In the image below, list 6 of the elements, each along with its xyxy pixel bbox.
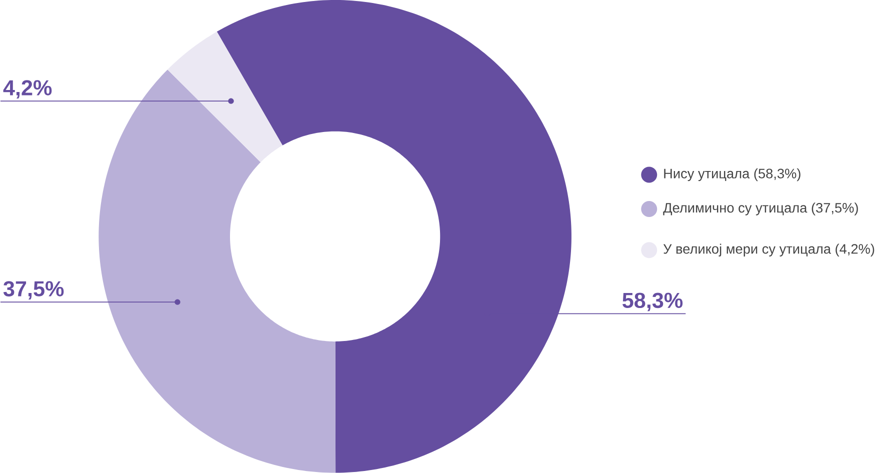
- legend-label: Нису утицала (58,3%): [664, 168, 800, 182]
- data-label: 4,2%: [3, 80, 52, 99]
- legend-label: Делимично су утицала (37,5%): [663, 202, 858, 216]
- data-label: 58,3%: [622, 292, 683, 312]
- legend-label: У великој мери су утицала (4,2%): [663, 244, 874, 257]
- data-label: 37,5%: [3, 281, 64, 300]
